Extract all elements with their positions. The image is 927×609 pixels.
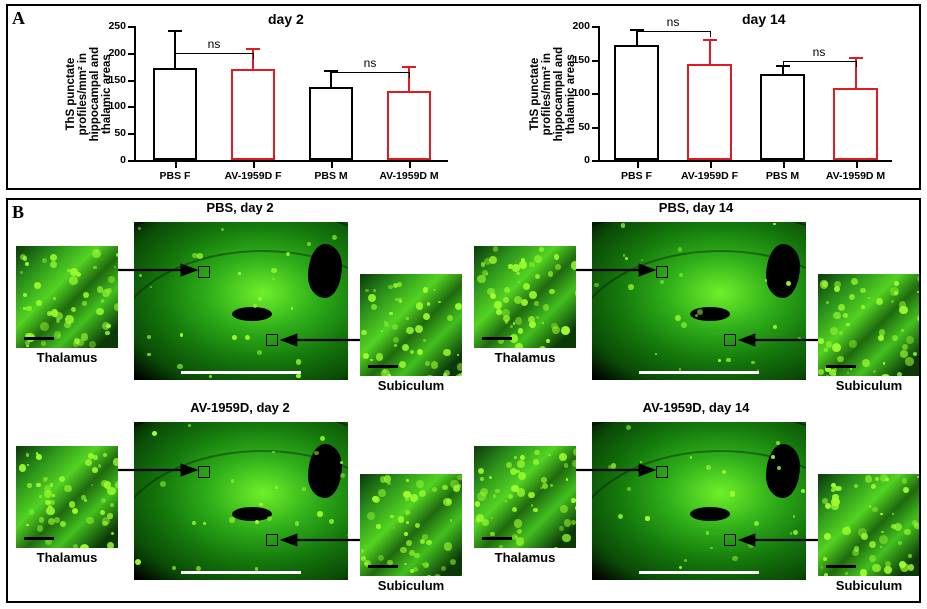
ns-annotation: ns <box>667 15 680 29</box>
roi-box <box>266 334 278 346</box>
micrograph-whole-section <box>592 222 806 380</box>
bar-chart-day14: ThS punctate profiles/mm² in hippocampal… <box>512 12 912 186</box>
roi-box <box>724 534 736 546</box>
roi-box <box>656 466 668 478</box>
x-tick-label: AV-1959D F <box>225 170 282 182</box>
scalebar <box>181 571 301 574</box>
region-label-subiculum: Subiculum <box>378 378 444 393</box>
y-tick-label: 150 <box>560 54 590 66</box>
x-tick-label: AV-1959D M <box>379 170 438 182</box>
y-tick-label: 200 <box>560 20 590 32</box>
ns-annotation: ns <box>813 45 826 59</box>
x-tick-label: PBS F <box>160 170 191 182</box>
plot-area: 050100150200250PBS FAV-1959D FPBS MAV-19… <box>134 26 448 162</box>
roi-box <box>198 266 210 278</box>
region-label-thalamus: Thalamus <box>37 550 98 565</box>
chart-title: day 2 <box>268 11 304 27</box>
micrograph-thalamus-inset <box>474 446 576 548</box>
y-tick-label: 150 <box>96 74 126 86</box>
panel-a: A ThS punctate profiles/mm² in hippocamp… <box>6 4 921 190</box>
y-tick-label: 100 <box>96 100 126 112</box>
scalebar <box>639 571 759 574</box>
x-tick-label: PBS F <box>621 170 652 182</box>
scalebar <box>639 371 759 374</box>
y-tick-label: 50 <box>560 121 590 133</box>
bar <box>687 64 733 160</box>
micrograph-subiculum-inset <box>818 274 920 376</box>
micrograph-set-av-d14: Thalamus Subiculum <box>474 418 919 600</box>
micrograph-thalamus-inset <box>16 446 118 548</box>
y-tick-label: 50 <box>96 127 126 139</box>
bar <box>614 45 660 160</box>
y-tick-label: 0 <box>560 154 590 166</box>
roi-box <box>656 266 668 278</box>
region-label-thalamus: Thalamus <box>495 550 556 565</box>
micrograph-set-pbs-d14: Thalamus Subiculum <box>474 218 919 400</box>
y-tick-label: 200 <box>96 47 126 59</box>
bar <box>153 68 197 160</box>
bar <box>387 91 431 160</box>
region-label-thalamus: Thalamus <box>495 350 556 365</box>
bar <box>231 69 275 160</box>
panel-b: B PBS, day 2 ThalamusSubiculum AV-1959D,… <box>6 198 921 603</box>
panel-a-label: A <box>12 8 25 29</box>
region-label-subiculum: Subiculum <box>378 578 444 593</box>
roi-box <box>266 534 278 546</box>
microset-title: AV-1959D, day 14 <box>643 400 750 415</box>
region-label-subiculum: Subiculum <box>836 378 902 393</box>
region-label-thalamus: Thalamus <box>37 350 98 365</box>
microset-title: PBS, day 14 <box>659 200 733 215</box>
micrograph-subiculum-inset <box>360 274 462 376</box>
micrograph-whole-section <box>134 222 348 380</box>
scalebar <box>181 371 301 374</box>
micrograph-whole-section <box>134 422 348 580</box>
microset-title: AV-1959D, day 2 <box>190 400 289 415</box>
micrograph-set-pbs-d2: Thalamus Subiculum <box>16 218 476 400</box>
y-tick-label: 100 <box>560 87 590 99</box>
roi-box <box>198 466 210 478</box>
x-tick-label: AV-1959D M <box>826 170 885 182</box>
micrograph-thalamus-inset <box>474 246 576 348</box>
micrograph-whole-section <box>592 422 806 580</box>
micrograph-subiculum-inset <box>360 474 462 576</box>
region-label-subiculum: Subiculum <box>836 578 902 593</box>
plot-area: 050100150200PBS FAV-1959D FPBS MAV-1959D… <box>598 26 892 162</box>
micrograph-subiculum-inset <box>818 474 920 576</box>
chart-title: day 14 <box>742 11 786 27</box>
y-tick-label: 250 <box>96 20 126 32</box>
ns-annotation: ns <box>364 56 377 70</box>
bar-chart-day2: ThS punctate profiles/mm² in hippocampal… <box>48 12 468 186</box>
bar <box>309 87 353 160</box>
x-tick-label: AV-1959D F <box>681 170 738 182</box>
x-tick-label: PBS M <box>314 170 347 182</box>
x-tick-label: PBS M <box>766 170 799 182</box>
ns-annotation: ns <box>208 37 221 51</box>
bar <box>833 88 879 160</box>
y-tick-label: 0 <box>96 154 126 166</box>
micrograph-set-av-d2: Thalamus Subiculum <box>16 418 476 600</box>
roi-box <box>724 334 736 346</box>
microset-title: PBS, day 2 <box>206 200 273 215</box>
bar <box>760 74 806 160</box>
micrograph-thalamus-inset <box>16 246 118 348</box>
